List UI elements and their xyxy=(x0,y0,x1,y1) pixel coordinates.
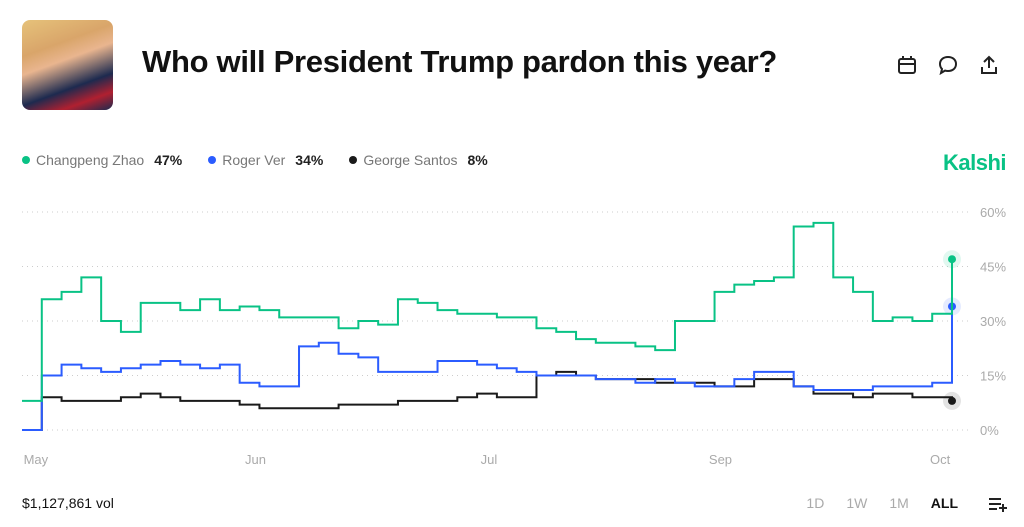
calendar-icon[interactable] xyxy=(896,54,918,76)
green-dot-icon xyxy=(22,156,30,164)
volume: $1,127,861 vol xyxy=(22,495,114,511)
legend-name: Roger Ver xyxy=(222,152,286,168)
legend-pct: 34% xyxy=(295,152,324,168)
x-tick-label: Sep xyxy=(709,452,732,467)
comment-icon[interactable] xyxy=(937,54,959,76)
x-tick-label: May xyxy=(24,452,49,467)
legend-item[interactable]: Changpeng Zhao 47% xyxy=(22,152,182,168)
series-line-george-santos xyxy=(22,370,953,431)
x-tick-label: Oct xyxy=(930,452,951,467)
y-tick-label: 45% xyxy=(980,260,1006,275)
series-line-changpeng-zhao xyxy=(22,221,953,402)
end-point xyxy=(948,255,956,264)
legend-pct: 47% xyxy=(154,152,183,168)
legend-item[interactable]: George Santos 8% xyxy=(349,152,488,168)
range-1w[interactable]: 1W xyxy=(846,495,868,511)
y-tick-label: 0% xyxy=(980,423,999,438)
legend-name: Changpeng Zhao xyxy=(36,152,145,168)
series-line-roger-ver xyxy=(22,306,953,431)
x-tick-label: Jul xyxy=(481,452,498,467)
range-all[interactable]: ALL xyxy=(930,495,958,511)
x-tick-label: Jun xyxy=(245,452,266,467)
price-chart[interactable]: 60% 45% 30% 15% 0% May Jun Jul Sep Oct xyxy=(0,190,1024,480)
y-tick-label: 30% xyxy=(980,314,1006,329)
range-1m[interactable]: 1M xyxy=(889,495,909,511)
share-icon[interactable] xyxy=(978,54,1000,76)
kalshi-logo: Kalshi xyxy=(942,150,1007,175)
add-to-list-icon[interactable] xyxy=(988,496,1008,512)
y-tick-label: 60% xyxy=(980,205,1006,220)
market-image xyxy=(22,20,113,110)
legend-name: George Santos xyxy=(363,152,458,168)
legend-item[interactable]: Roger Ver 34% xyxy=(208,152,323,168)
range-selector: 1D 1W 1M ALL xyxy=(806,495,958,511)
end-point xyxy=(948,396,956,405)
legend-pct: 8% xyxy=(467,152,488,168)
black-dot-icon xyxy=(349,156,358,164)
blue-dot-icon xyxy=(208,156,217,164)
legend: Changpeng Zhao 47% Roger Ver 34% George Sa… xyxy=(22,152,488,168)
range-1d[interactable]: 1D xyxy=(806,495,825,511)
y-tick-label: 15% xyxy=(980,369,1006,384)
page-title: Who will President Trump pardon this yea… xyxy=(142,44,778,79)
